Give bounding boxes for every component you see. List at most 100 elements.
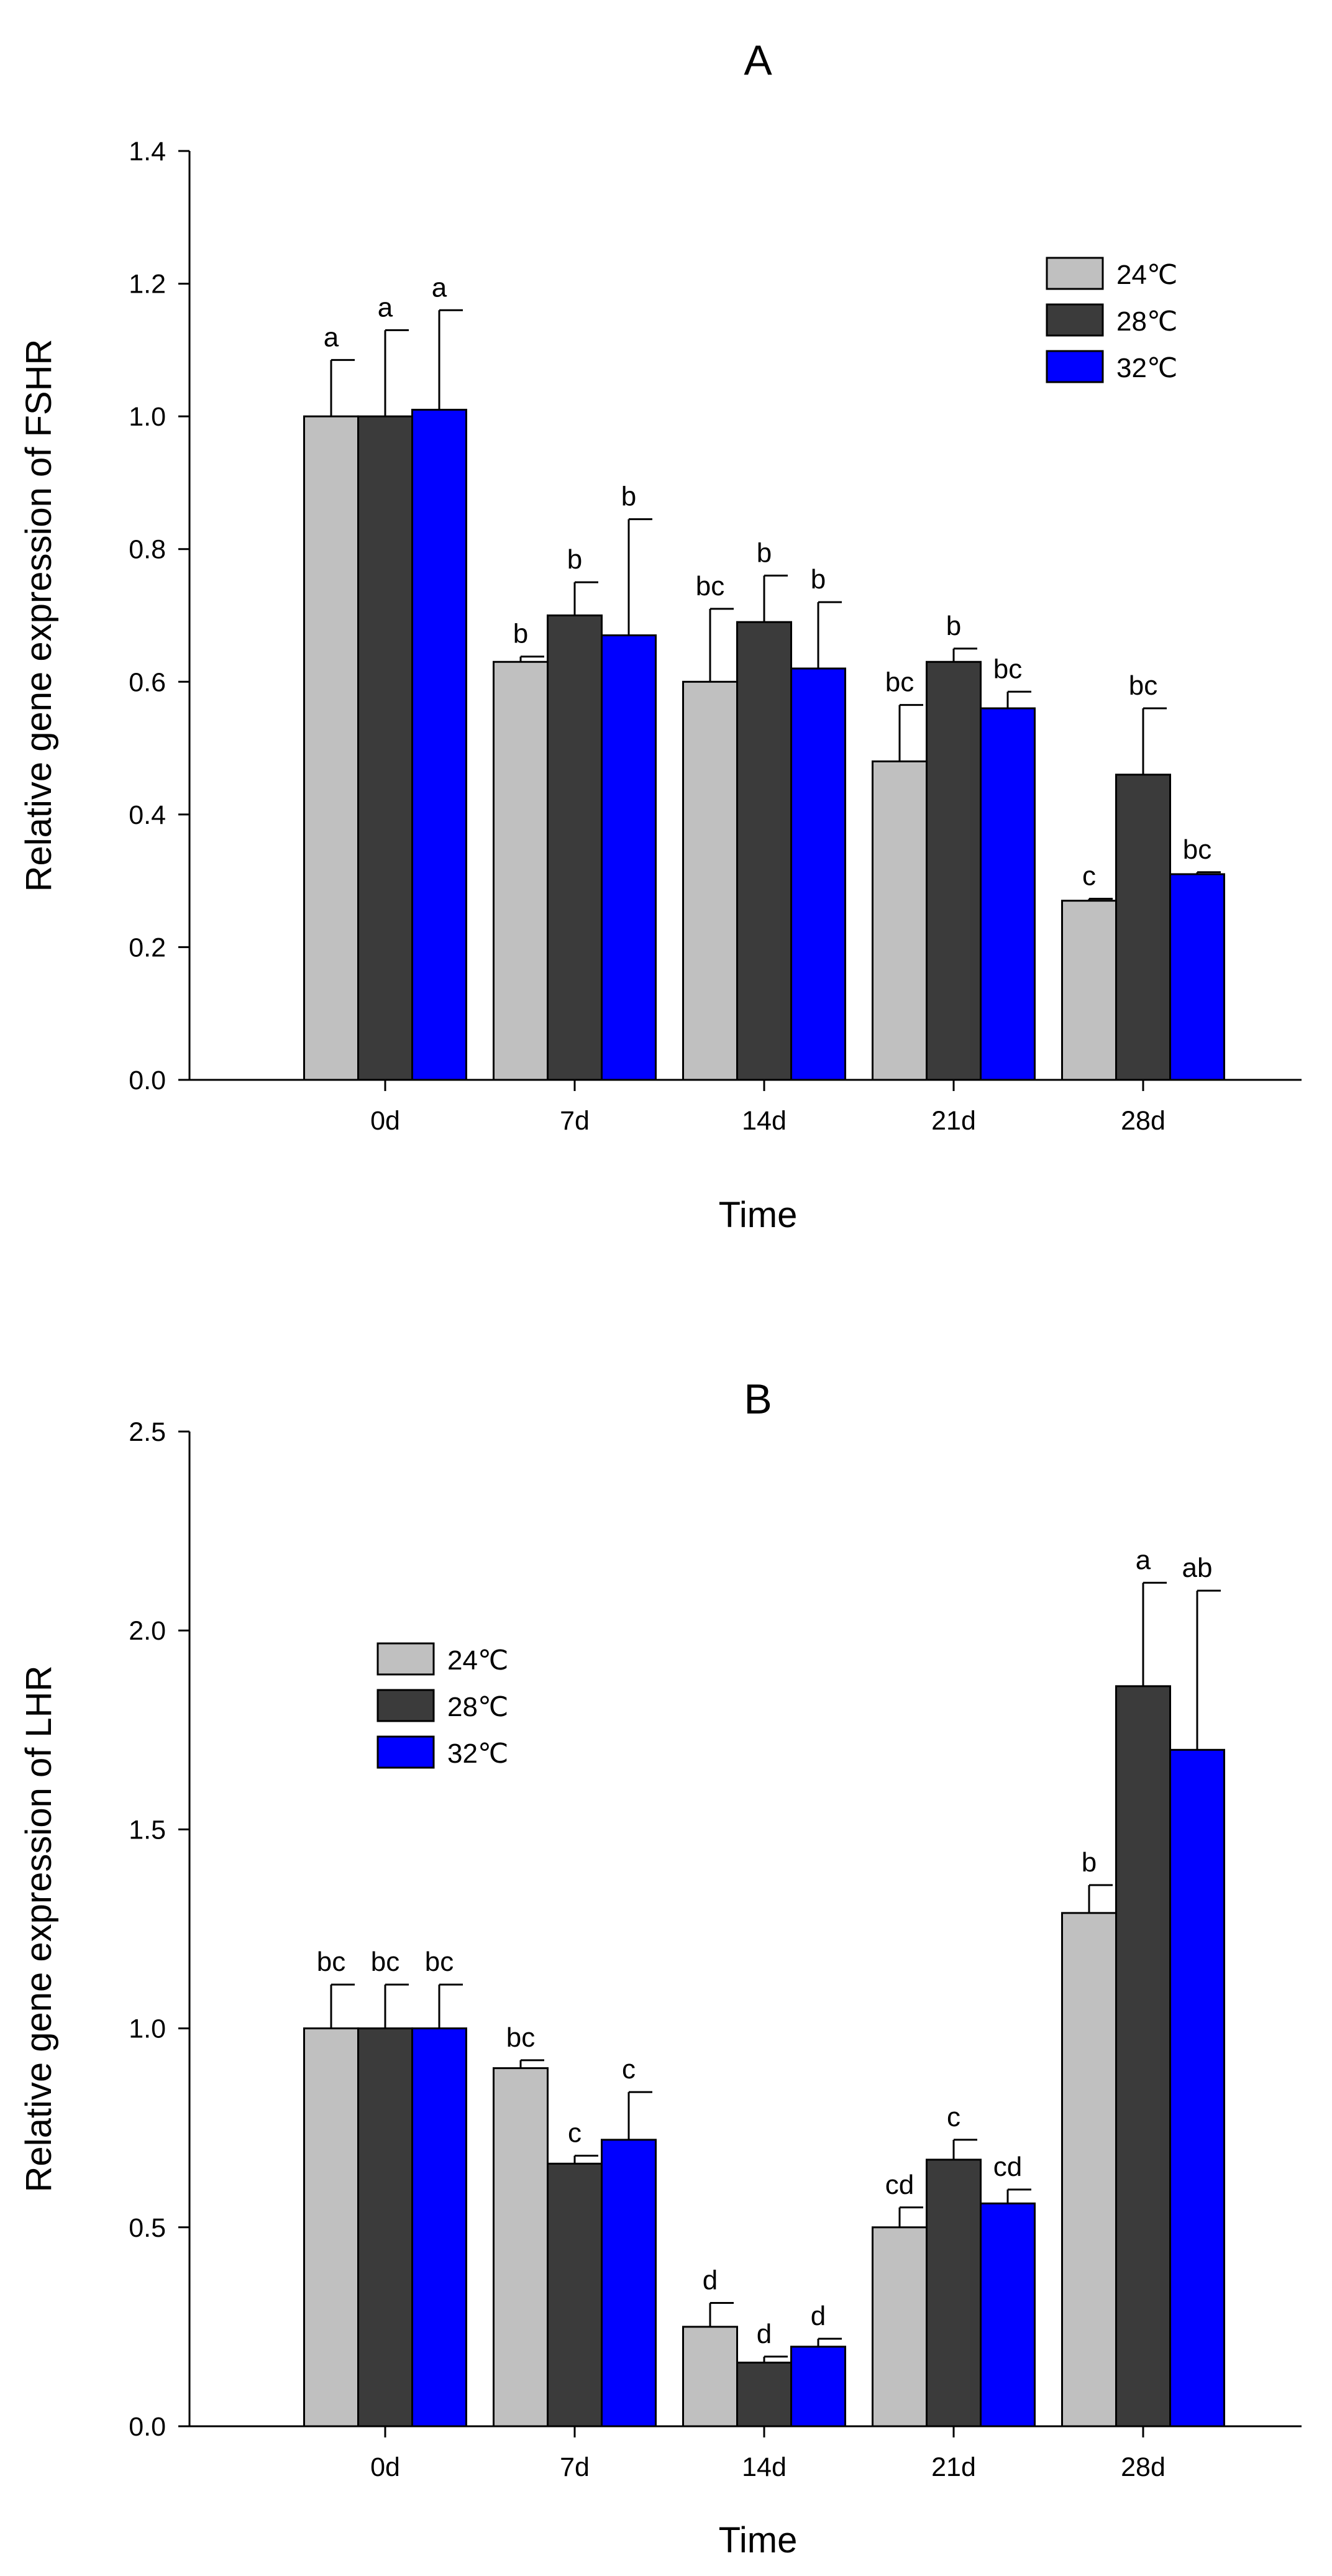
chart1-legend-label: 32℃	[447, 1738, 508, 1769]
chart0-panel: A 0.0 0.2 0.4 0.6 0.8 1.0 1.2 1.4 Relative gene e…	[19, 37, 1302, 1235]
chart0-bar-32℃-28d	[1169, 873, 1225, 1081]
chart1-bar-24℃-14d	[682, 2326, 738, 2428]
chart1-bar-24℃-21d	[872, 2226, 928, 2428]
chart0-bar-32℃-7d	[601, 634, 657, 1081]
chart1-significance-letter: c	[622, 2054, 636, 2085]
chart0-significance-letter: a	[432, 272, 447, 303]
chart0-significance-letter: b	[513, 619, 528, 649]
chart0-bar-24℃-7d	[493, 660, 549, 1081]
chart1-legend-label: 28℃	[447, 1692, 508, 1722]
chart1-y-tick-label: 2.0	[129, 1616, 166, 1646]
chart0-x-tick-label: 28d	[1121, 1106, 1166, 1136]
chart1-bar-32℃-14d	[790, 2345, 846, 2428]
chart0-y-tick-label: 0.2	[129, 933, 166, 962]
chart0-significance-letter: c	[1082, 861, 1096, 891]
chart1-bar-28℃-0d	[357, 2027, 413, 2428]
chart1-significance-letter: bc	[371, 1947, 399, 1977]
chart1-bar-32℃-28d	[1169, 1748, 1225, 2428]
chart0-bar-32℃-14d	[790, 667, 846, 1081]
chart1-significance-letter: d	[703, 2265, 718, 2295]
chart0-y-tick-label: 0.6	[129, 667, 166, 697]
chart0-significance-letter: bc	[1183, 834, 1211, 865]
chart0-title: A	[744, 37, 772, 84]
chart0-y-tick-label: 0.0	[129, 1066, 166, 1095]
chart0-significance-letter: a	[324, 322, 339, 352]
chart1-bar-28℃-28d	[1115, 1685, 1171, 2428]
chart1-significance-letter: c	[947, 2102, 960, 2132]
chart0-bar-28℃-21d	[926, 660, 982, 1081]
chart0-bar-32℃-0d	[411, 408, 467, 1081]
chart1-bar-32℃-21d	[980, 2202, 1036, 2428]
chart1-significance-letter: bc	[425, 1947, 454, 1977]
chart0-x-tick-label: 14d	[742, 1106, 787, 1136]
chart1-x-tick-label: 21d	[931, 2452, 976, 2482]
chart1-y-tick-label: 0.0	[129, 2412, 166, 2442]
chart0-y-axis-label: Relative gene expression of FSHR	[19, 339, 59, 892]
chart0-significance-letter: bc	[993, 654, 1022, 684]
chart1-significance-letter: bc	[506, 2022, 535, 2053]
chart0-significance-letter: a	[378, 292, 393, 322]
chart1-y-tick-label: 1.0	[129, 2014, 166, 2044]
chart0-bar-24℃-28d	[1061, 900, 1117, 1081]
chart1-bar-32℃-7d	[601, 2139, 657, 2428]
chart1-y-tick-label: 0.5	[129, 2213, 166, 2243]
chart0-y-tick-label: 0.4	[129, 800, 166, 830]
chart0-y-tick-label: 1.4	[129, 137, 166, 167]
chart0-y-tick-label: 1.0	[129, 402, 166, 432]
chart0-x-tick-label: 7d	[560, 1106, 590, 1136]
chart1-panel: B 0.0 0.5 1.0 1.5 2.0 2.5 Relative gene express…	[19, 1376, 1302, 2560]
chart0-legend-swatch	[1046, 257, 1104, 290]
chart0-significance-letter: bc	[1129, 670, 1157, 701]
chart1-significance-letter: d	[811, 2301, 826, 2331]
chart0-bar-24℃-21d	[872, 760, 928, 1081]
chart0-bar-28℃-0d	[357, 415, 413, 1081]
chart1-y-tick-label: 2.5	[129, 1417, 166, 1447]
chart0-y-tick-label: 1.2	[129, 270, 166, 299]
chart0-significance-letter: bc	[696, 571, 724, 601]
chart1-x-tick-label: 0d	[370, 2452, 400, 2482]
chart0-significance-letter: b	[621, 482, 636, 512]
chart0-significance-letter: b	[757, 537, 772, 568]
chart1-bar-28℃-14d	[736, 2362, 792, 2428]
chart1-legend-swatch	[376, 1689, 435, 1722]
chart1-x-axis-label: Time	[719, 2520, 798, 2560]
chart1-significance-letter: b	[1082, 1847, 1097, 1878]
chart0-legend-label: 28℃	[1116, 306, 1177, 337]
chart1-bar-28℃-21d	[926, 2158, 982, 2428]
chart0-legend-label: 24℃	[1116, 260, 1177, 290]
chart1-legend: 24℃ 28℃ 32℃	[376, 1642, 508, 1769]
chart0-significance-letter: bc	[885, 667, 914, 698]
chart1-significance-letter: cd	[993, 2152, 1022, 2182]
chart0-significance-letter: b	[811, 564, 826, 595]
chart0-bar-28℃-28d	[1115, 774, 1171, 1081]
chart1-legend-swatch	[376, 1735, 435, 1769]
chart0-x-tick-label: 21d	[931, 1106, 976, 1136]
chart0-y-tick-label: 0.8	[129, 535, 166, 565]
chart0-bar-28℃-7d	[547, 614, 603, 1081]
chart1-x-tick-label: 14d	[742, 2452, 787, 2482]
chart1-bar-28℃-7d	[547, 2162, 603, 2428]
chart1-significance-letter: cd	[885, 2170, 914, 2200]
chart0-x-axis-label: Time	[719, 1195, 798, 1235]
chart1-significance-letter: bc	[317, 1947, 345, 1977]
chart1-bar-24℃-0d	[303, 2027, 359, 2428]
chart0-significance-letter: b	[567, 544, 582, 575]
chart0-significance-letter: b	[946, 611, 961, 641]
chart1-x-tick-label: 7d	[560, 2452, 590, 2482]
chart1-significance-letter: d	[757, 2319, 772, 2349]
chart1-title: B	[744, 1376, 772, 1423]
chart0-bar-24℃-0d	[303, 415, 359, 1081]
chart1-bar-24℃-7d	[493, 2067, 549, 2428]
chart1-legend-label: 24℃	[447, 1645, 508, 1676]
chart1-y-tick-label: 1.5	[129, 1815, 166, 1845]
chart1-bar-24℃-28d	[1061, 1912, 1117, 2428]
chart0-bar-32℃-21d	[980, 707, 1036, 1081]
chart0-bar-28℃-14d	[736, 621, 792, 1081]
chart1-significance-letter: c	[568, 2118, 582, 2149]
chart1-bar-32℃-0d	[411, 2027, 467, 2428]
chart0-legend-label: 32℃	[1116, 353, 1177, 383]
chart0-legend-swatch	[1046, 303, 1104, 337]
chart1-significance-letter: ab	[1182, 1553, 1213, 1583]
chart0-legend: 24℃ 28℃ 32℃	[1046, 257, 1177, 383]
